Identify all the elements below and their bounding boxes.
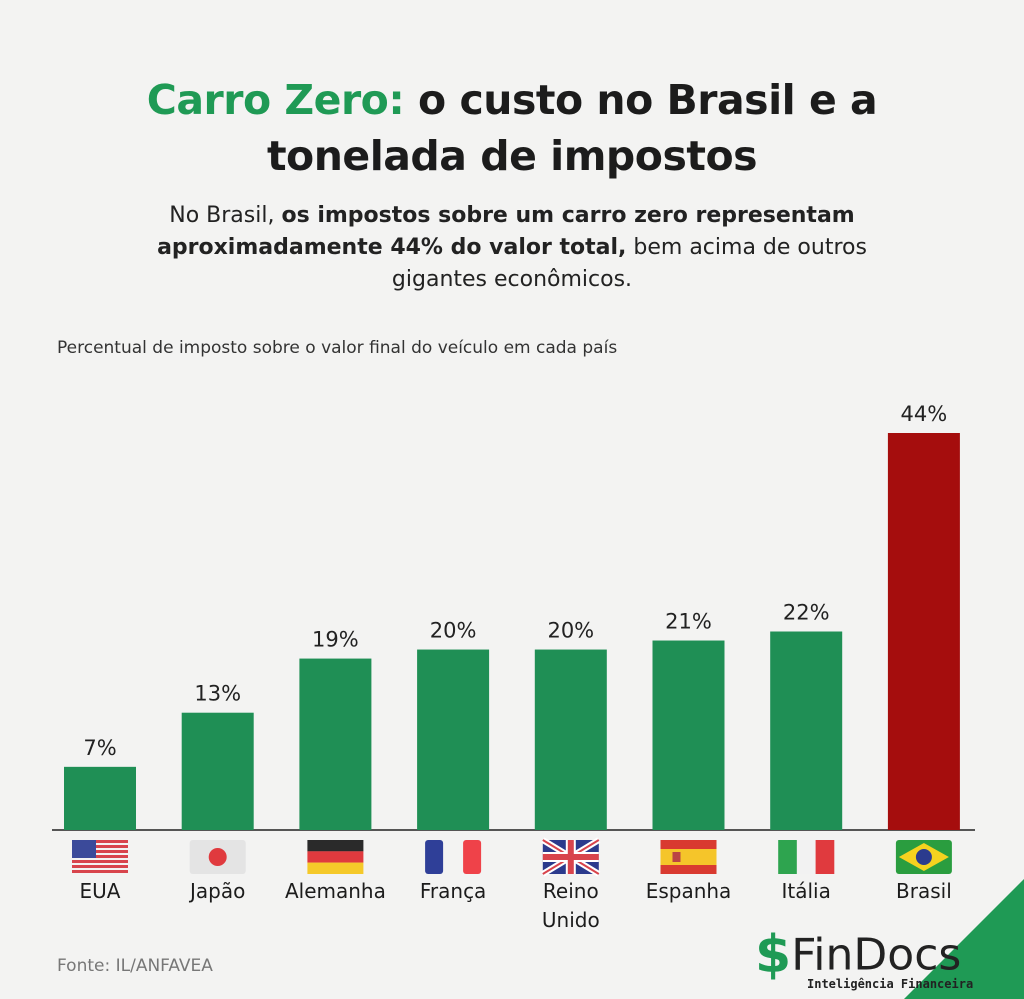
- flag-stripe: [72, 855, 128, 858]
- bar-eua: [64, 766, 136, 830]
- category-label: França: [420, 879, 486, 903]
- subtitle-bold: os impostos sobre um carro zero represen…: [157, 203, 855, 260]
- subtitle-part1: No Brasil,: [169, 203, 282, 228]
- bar-japão: [181, 712, 254, 830]
- flag-stripe: [72, 870, 128, 873]
- category-label: Alemanha: [285, 879, 386, 903]
- bar-espanha: [652, 640, 725, 830]
- dollar-icon: $: [755, 925, 792, 985]
- flag-emblem: [672, 852, 681, 862]
- source-note: Fonte: IL/ANFAVEA: [57, 956, 213, 976]
- flag-band: [815, 840, 835, 874]
- flag-band: [796, 840, 816, 874]
- category-label: Unido: [542, 908, 600, 932]
- data-label: 44%: [901, 402, 948, 426]
- title-line2: tonelada de impostos: [266, 132, 758, 180]
- corner-decoration: [904, 879, 1024, 999]
- title-highlight: Carro Zero:: [146, 76, 405, 124]
- title-line1: o custo no Brasil e a: [404, 76, 878, 124]
- flag-stripe: [72, 840, 128, 843]
- bar-itália: [770, 631, 843, 830]
- bar-frança: [417, 649, 490, 830]
- flag-band: [463, 840, 482, 874]
- flag-band: [778, 840, 797, 874]
- data-label: 20%: [430, 619, 477, 643]
- flag-stripe: [72, 850, 128, 853]
- data-label: 19%: [312, 628, 359, 652]
- bar-reino-unido: [534, 649, 607, 830]
- flag-globe: [915, 849, 932, 865]
- bar-brasil: [887, 433, 960, 830]
- page-title: Carro Zero: o custo no Brasil e a tonela…: [0, 72, 1024, 184]
- flag-stripe: [72, 860, 128, 863]
- flag-band: [660, 849, 717, 865]
- flag-band: [307, 862, 364, 874]
- data-label: 21%: [665, 610, 712, 634]
- flag-canton: [72, 840, 96, 858]
- brand-name: FinDocs: [791, 929, 962, 981]
- flag-stripe: [72, 865, 128, 868]
- category-label: Itália: [782, 879, 831, 903]
- flag-sun: [208, 848, 227, 866]
- flag-band: [307, 840, 364, 852]
- findocs-logo: $FinDocs Inteligência Financeira: [755, 925, 973, 991]
- flag-band: [425, 840, 444, 874]
- flag-cross-red: [542, 840, 599, 874]
- data-label: 20%: [547, 619, 594, 643]
- bar-alemanha: [299, 658, 372, 830]
- subtitle-part2: bem acima de outros gigantes econômicos.: [391, 235, 867, 292]
- category-label: Japão: [188, 879, 245, 903]
- data-label: 13%: [194, 682, 241, 706]
- category-label: Reino: [543, 879, 599, 903]
- chart-title: Percentual de imposto sobre o valor fina…: [57, 338, 618, 358]
- subtitle: No Brasil, os impostos sobre um carro ze…: [120, 200, 904, 296]
- data-label: 7%: [83, 736, 116, 760]
- flag-band: [307, 851, 364, 863]
- brand-tagline: Inteligência Financeira: [807, 977, 974, 991]
- flag-stripe: [72, 845, 128, 848]
- category-label: Espanha: [646, 879, 732, 903]
- data-label: 22%: [783, 601, 830, 625]
- category-label: EUA: [80, 879, 121, 903]
